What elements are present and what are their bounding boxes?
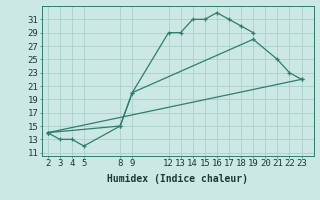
X-axis label: Humidex (Indice chaleur): Humidex (Indice chaleur)	[107, 174, 248, 184]
